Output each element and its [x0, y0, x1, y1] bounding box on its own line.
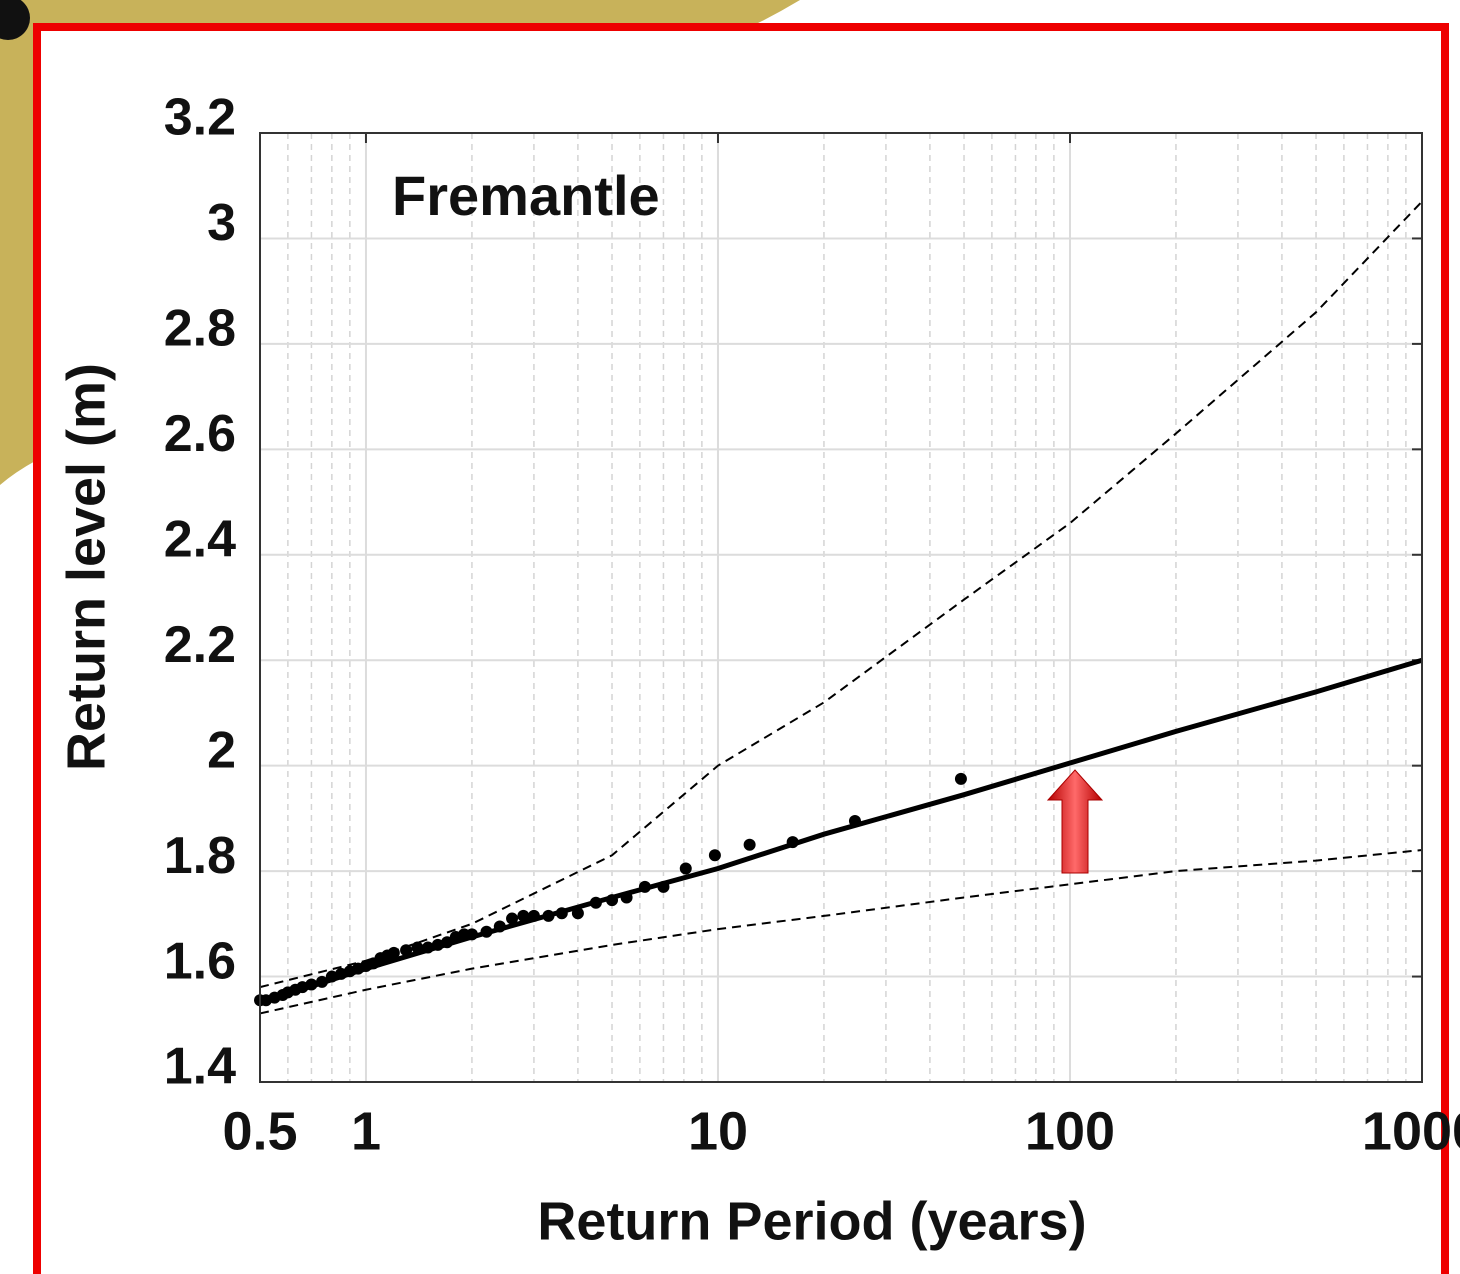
x-tick-label: 100: [1025, 1101, 1115, 1161]
data-point: [542, 909, 555, 922]
data-point: [305, 978, 318, 991]
data-point: [296, 981, 309, 994]
data-point: [527, 909, 540, 922]
x-tick-label: 1000: [1362, 1101, 1460, 1161]
data-point: [421, 941, 434, 954]
data-point: [315, 975, 328, 988]
y-tick-label: 1.4: [164, 1038, 236, 1096]
y-tick-label: 1.6: [164, 932, 236, 990]
data-point: [638, 880, 651, 893]
data-point: [441, 936, 454, 949]
data-point: [387, 946, 400, 959]
y-axis-label: Return level (m): [56, 363, 116, 771]
y-tick-label: 2.8: [164, 300, 236, 358]
data-point: [480, 925, 493, 938]
data-point: [954, 772, 967, 785]
plot-border: [259, 132, 1423, 1083]
data-point: [657, 880, 670, 893]
data-point: [708, 849, 721, 862]
background-blob: [0, 0, 30, 40]
annotation: Fremantle: [392, 164, 660, 227]
data-point: [679, 862, 692, 875]
data-point: [493, 920, 506, 933]
y-tick-label: 2: [207, 721, 236, 779]
data-point: [506, 912, 519, 925]
y-tick-label: 2.6: [164, 405, 236, 463]
data-point: [431, 938, 444, 951]
data-point: [555, 907, 568, 920]
frame: [33, 23, 1449, 1274]
data-point: [400, 944, 413, 957]
data-point: [465, 928, 478, 941]
marks: [254, 200, 1423, 1015]
x-tick-label: 1: [351, 1101, 381, 1161]
data-point: [571, 907, 584, 920]
x-tick-label: 0.5: [222, 1101, 297, 1161]
arrow: [1046, 769, 1104, 874]
data-point: [606, 894, 619, 907]
data-point: [517, 909, 530, 922]
data-point: [411, 941, 424, 954]
data-point: [325, 970, 338, 983]
y-tick-label: 2.2: [164, 616, 236, 674]
x-tick-label: 10: [688, 1101, 748, 1161]
data-point: [848, 815, 861, 828]
data-point: [786, 836, 799, 849]
y-tick-label: 3.2: [164, 89, 236, 147]
y-tick-label: 1.8: [164, 827, 236, 885]
data-point: [743, 838, 756, 851]
y-tick-label: 3: [207, 194, 236, 252]
x-axis-label: Return Period (years): [537, 1191, 1086, 1251]
confidence-line: [259, 200, 1423, 989]
y-tick-label: 2.4: [164, 511, 236, 569]
confidence-line: [259, 849, 1423, 1015]
data-point: [589, 896, 602, 909]
data-point: [620, 891, 633, 904]
